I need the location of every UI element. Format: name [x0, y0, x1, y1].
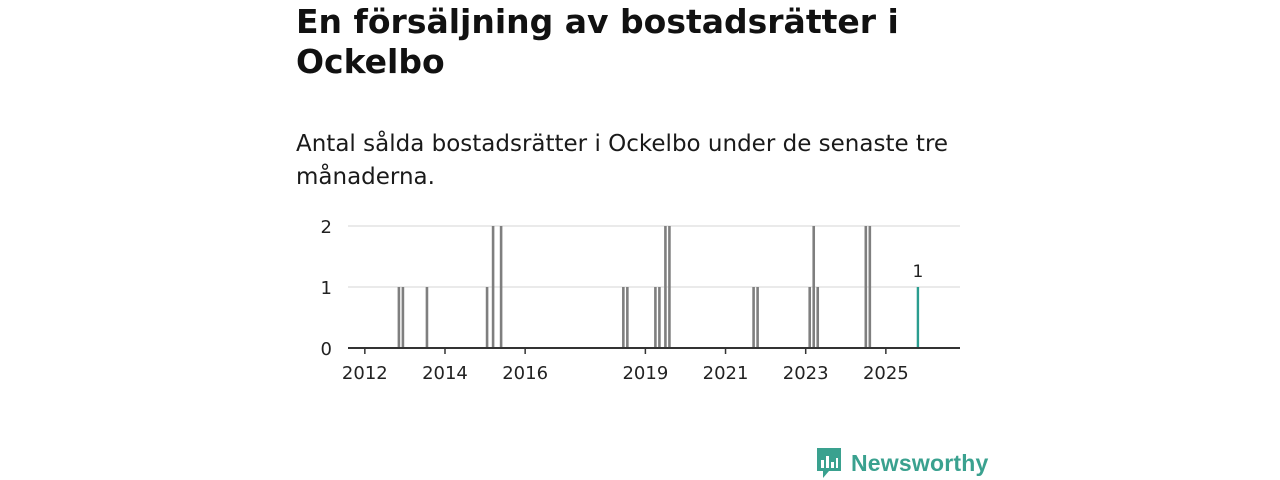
chart-title: En försäljning av bostadsrätter i Ockelb…	[296, 2, 899, 81]
bar	[401, 287, 405, 348]
bar	[425, 287, 429, 348]
bar	[756, 287, 759, 348]
bar	[499, 226, 503, 348]
x-tick-label: 2023	[783, 363, 829, 384]
y-tick-label: 0	[321, 339, 332, 360]
bar	[491, 226, 495, 348]
x-tick-label: 2021	[703, 363, 749, 384]
brand-name: Newsworthy	[851, 449, 989, 476]
bar	[864, 226, 868, 348]
bar	[626, 287, 629, 348]
bar	[654, 287, 657, 348]
bar	[622, 287, 625, 348]
y-tick-label: 2	[321, 217, 332, 238]
x-tick-label: 2019	[622, 363, 668, 384]
x-tick-label: 2025	[863, 363, 909, 384]
bar	[808, 287, 812, 348]
bar	[397, 287, 401, 348]
bar-highlight	[916, 287, 920, 348]
bar	[816, 287, 820, 348]
chart-subtitle: Antal sålda bostadsrätter i Ockelbo unde…	[296, 131, 949, 190]
newsworthy-icon	[817, 448, 841, 478]
highlight-value-label: 1	[913, 262, 924, 282]
bar	[664, 226, 667, 348]
x-tick-label: 2014	[422, 363, 468, 384]
bar	[485, 287, 489, 348]
bar	[658, 287, 661, 348]
bar	[812, 226, 816, 348]
bar	[668, 226, 671, 348]
newsworthy-logo[interactable]: Newsworthy	[815, 446, 988, 480]
x-tick-label: 2012	[342, 363, 388, 384]
y-tick-label: 1	[321, 278, 332, 299]
bar-chart: 0 1 2 1 2012 2014 2016 2019 2021 2023 2025	[321, 217, 960, 384]
bar	[752, 287, 755, 348]
x-tick-label: 2016	[502, 363, 548, 384]
bar	[868, 226, 872, 348]
